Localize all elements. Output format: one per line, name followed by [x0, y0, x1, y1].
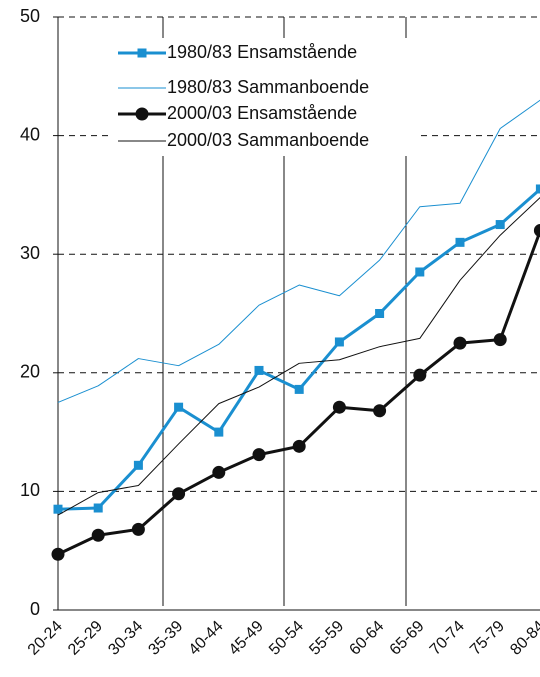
marker [294, 384, 304, 394]
marker [415, 267, 425, 277]
marker [212, 465, 226, 479]
marker [495, 220, 505, 230]
marker [292, 439, 306, 453]
marker [453, 336, 467, 350]
marker [252, 448, 266, 462]
marker [535, 184, 540, 194]
marker [53, 504, 63, 514]
legend-label: 2000/03 Ensamstående [167, 103, 357, 123]
marker [214, 427, 224, 437]
x-tick-label: 50-54 [266, 618, 307, 659]
legend: 1980/83 Ensamstående 1980/83 Sammanboende… [110, 38, 420, 156]
marker [51, 547, 65, 561]
legend-label: 1980/83 Ensamstående [167, 42, 357, 62]
marker [493, 333, 507, 347]
y-tick-label: 30 [20, 243, 40, 263]
x-tick-label: 40-44 [186, 618, 227, 659]
y-tick-label: 50 [20, 6, 40, 26]
marker [332, 400, 346, 414]
x-tick-label: 35-39 [145, 618, 186, 659]
x-tick-label: 75-79 [467, 618, 508, 659]
x-tick-label: 20-24 [25, 618, 66, 659]
series-line [57, 99, 540, 403]
marker [533, 223, 540, 237]
y-tick-label: 10 [20, 480, 40, 500]
legend-marker [137, 48, 147, 58]
x-tick-label: 60-64 [346, 618, 387, 659]
legend-label: 1980/83 Sammanboende [167, 77, 369, 97]
marker [174, 402, 184, 412]
x-tick-label: 80-84 [507, 618, 540, 659]
y-tick-label: 40 [20, 124, 40, 144]
x-tick-label: 45-49 [226, 618, 267, 659]
x-tick-label: 55-59 [306, 618, 347, 659]
marker [172, 487, 186, 501]
x-tick-label: 30-34 [105, 618, 146, 659]
marker [373, 404, 387, 418]
marker [413, 368, 427, 382]
marker [131, 522, 145, 536]
marker [375, 309, 385, 318]
legend-label: 2000/03 Sammanboende [167, 130, 369, 150]
x-tick-label: 70-74 [427, 618, 468, 659]
marker [91, 528, 105, 542]
series-line [57, 196, 540, 516]
marker [133, 460, 143, 470]
y-tick-label: 0 [30, 599, 40, 619]
marker [334, 337, 344, 347]
legend-box [110, 38, 420, 156]
series-line [57, 187, 540, 511]
marker [254, 365, 264, 375]
y-tick-label: 20 [20, 362, 40, 382]
marker [93, 503, 103, 513]
x-tick-label: 25-29 [65, 618, 106, 659]
legend-marker [135, 107, 149, 121]
x-tick-label: 65-69 [387, 618, 428, 659]
marker [455, 237, 465, 247]
